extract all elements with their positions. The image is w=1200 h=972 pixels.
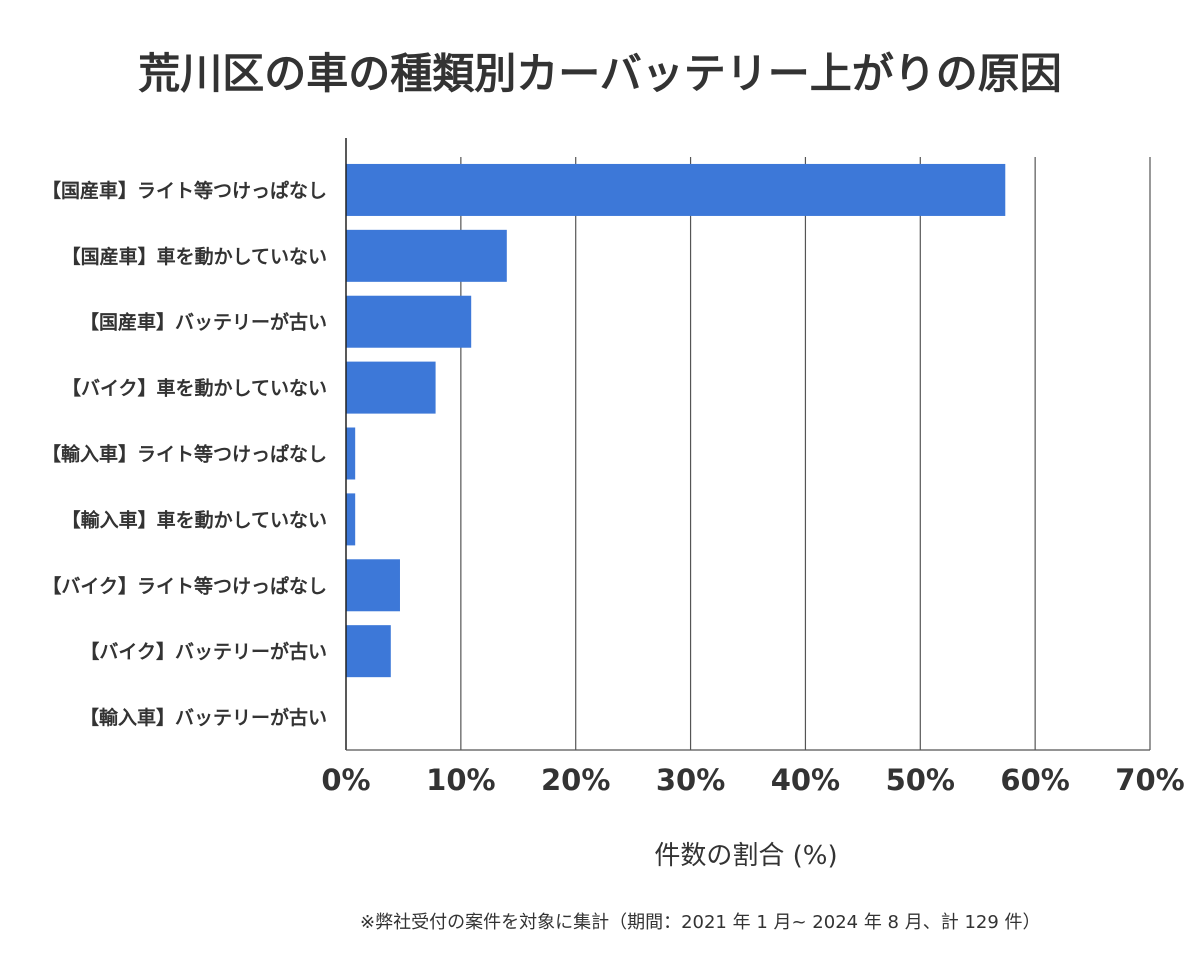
bar [346, 295, 472, 348]
bar [346, 559, 400, 612]
category-label: 【バイク】車を動かしていない [62, 377, 327, 400]
category-label: 【輸入車】車を動かしていない [62, 508, 327, 531]
footnote: ※弊社受付の案件を対象に集計（期間：2021 年 1 月~ 2024 年 8 月… [360, 912, 1041, 933]
x-tick-label: 50% [886, 763, 955, 797]
bar [346, 361, 436, 414]
category-label: 【国産車】ライト等つけっぱなし [42, 179, 327, 202]
x-tick-label: 70% [1115, 763, 1184, 797]
category-label: 【輸入車】バッテリーが古い [80, 706, 327, 729]
x-axis-label: 件数の割合 (%) [654, 841, 838, 871]
x-tick-label: 40% [771, 763, 840, 797]
chart-title: 荒川区の車の種類別カーバッテリー上がりの原因 [138, 49, 1062, 98]
category-label: 【国産車】車を動かしていない [62, 245, 327, 268]
x-tick-label: 20% [541, 763, 610, 797]
x-tick-label: 10% [426, 763, 495, 797]
category-label: 【バイク】バッテリーが古い [80, 640, 327, 663]
bar [346, 163, 1006, 216]
x-tick-label: 60% [1000, 763, 1069, 797]
x-tick-label: 30% [656, 763, 725, 797]
x-tick-label: 0% [321, 763, 370, 797]
category-label: 【国産車】バッテリーが古い [80, 311, 327, 334]
bar [346, 229, 507, 282]
category-label: 【輸入車】ライト等つけっぱなし [42, 443, 327, 466]
bar [346, 427, 356, 480]
category-label: 【バイク】ライト等つけっぱなし [42, 574, 327, 597]
bar [346, 493, 356, 546]
bar [346, 625, 391, 678]
